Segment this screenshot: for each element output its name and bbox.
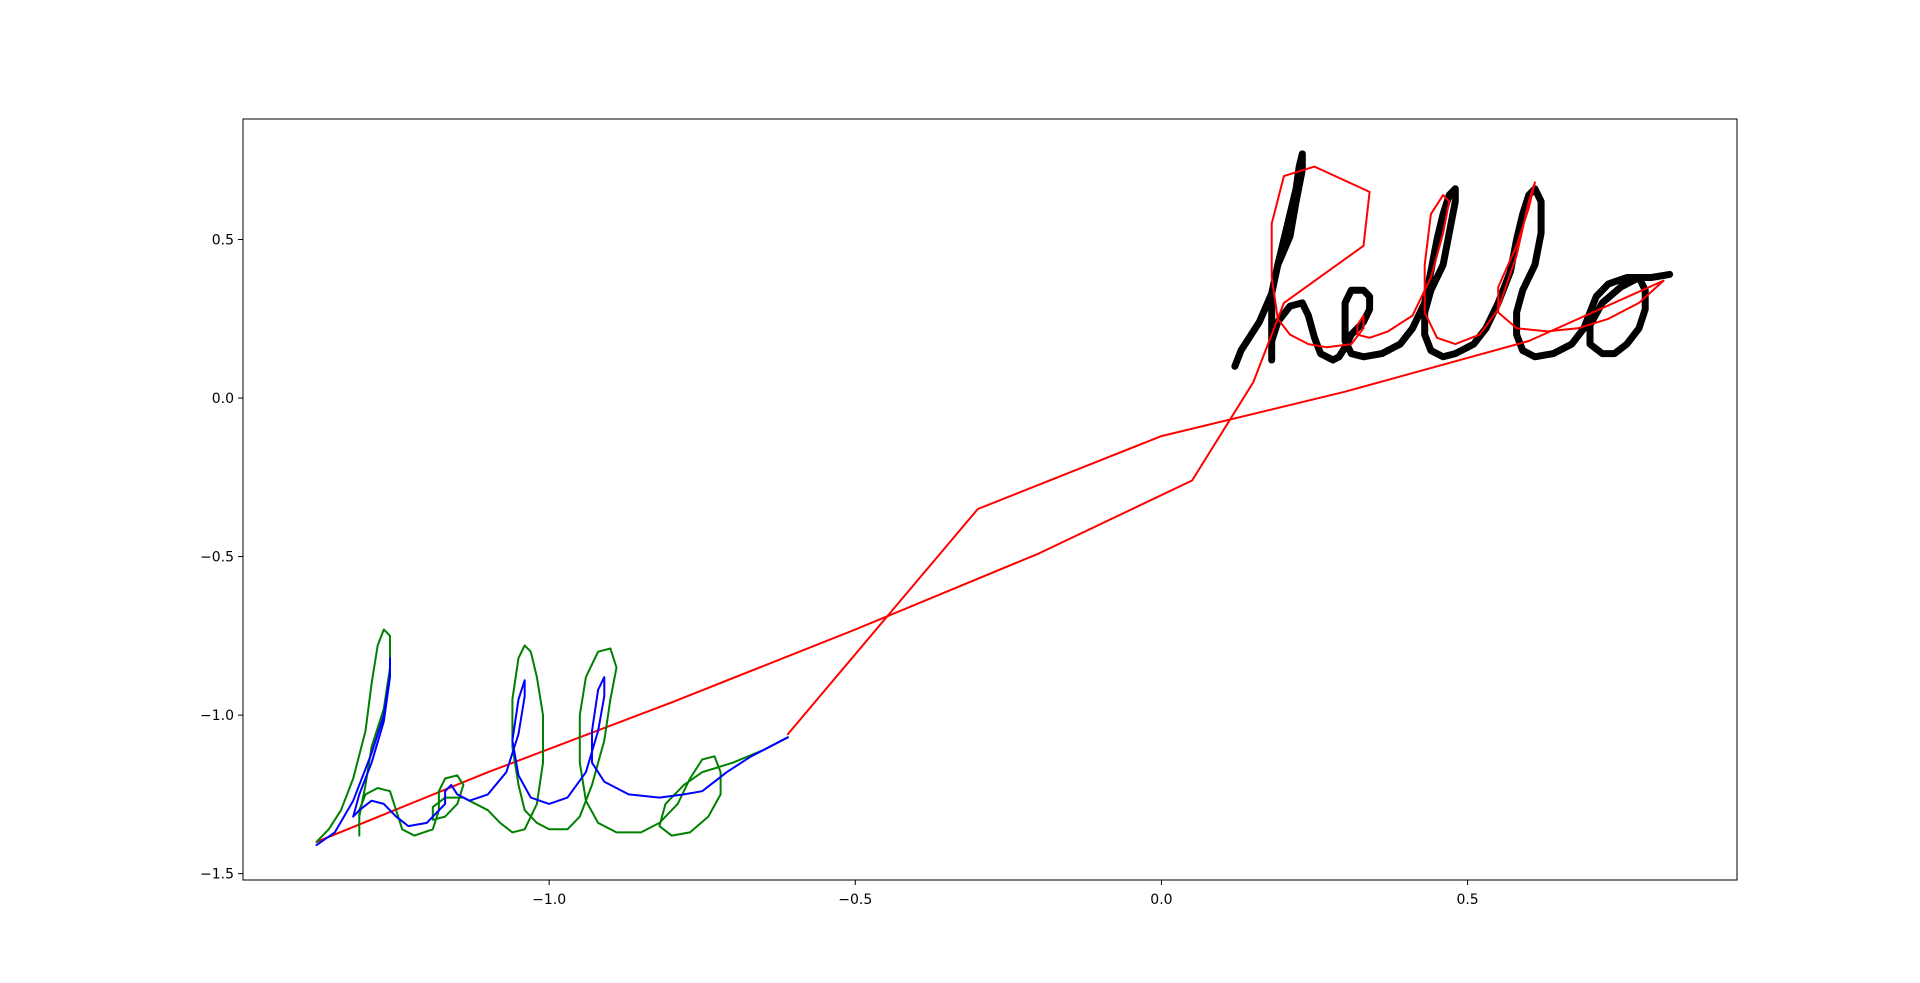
series-line-3-0 [315,657,789,847]
plot-lines [315,150,1674,847]
series-line-1-0 [315,165,1665,843]
x-tick-label: 0.5 [1456,892,1478,908]
plot-frame [242,118,1738,881]
y-tick-label: −0.5 [200,550,234,566]
y-tick-label: −1.5 [200,867,234,883]
series-line-0-0 [1231,150,1674,370]
y-tick-label: 0.0 [212,391,234,407]
y-tick-label: 0.5 [212,232,234,248]
y-tick-label: −1.0 [200,708,234,724]
series-line-2-0 [315,628,789,843]
x-tick-label: −1.0 [532,892,566,908]
x-tick-label: −0.5 [838,892,872,908]
x-tick-label: 0.0 [1150,892,1172,908]
x-axis: −1.0 −0.5 0.0 0.5 [532,880,1479,908]
y-axis: 0.5 0.0 −0.5 −1.0 −1.5 [200,232,243,883]
